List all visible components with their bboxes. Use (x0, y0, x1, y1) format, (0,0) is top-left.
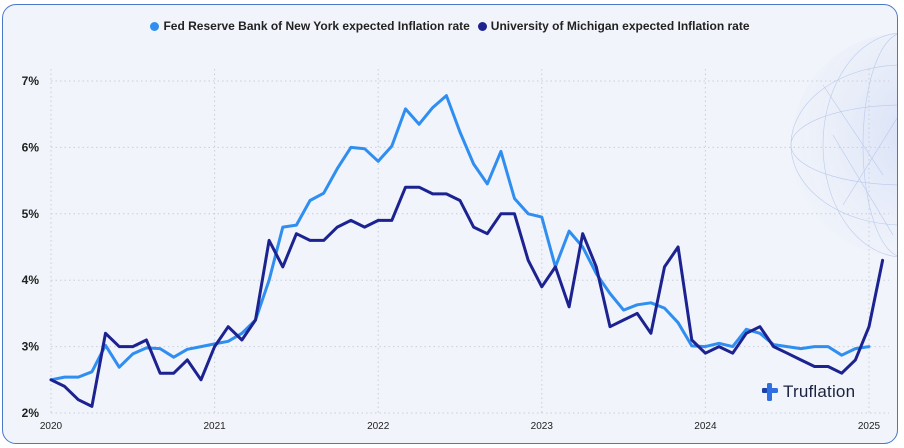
legend-marker-nyfed (150, 21, 160, 31)
truflation-logo-icon (762, 383, 778, 401)
legend-label-nyfed: Fed Reserve Bank of New York expected In… (163, 19, 470, 33)
legend-item-umich[interactable]: University of Michigan expected Inflatio… (477, 19, 750, 33)
series-line-umich[interactable] (49, 185, 885, 408)
chart-card: 2% 3% 4% 5% 6% 7% 2020 2021 2022 2023 2024 2025 Fed… (2, 4, 898, 444)
x-tick-label: 2022 (367, 421, 390, 432)
y-tick-label: 6% (22, 140, 40, 154)
x-tick-label: 2024 (694, 421, 717, 432)
x-tick-label: 2023 (531, 421, 554, 432)
x-tick-label: 2020 (40, 421, 63, 432)
y-tick-label: 5% (22, 207, 40, 221)
logo-text: Truflation (783, 382, 856, 401)
x-tick-label: 2025 (858, 421, 881, 432)
y-tick-label: 3% (22, 340, 40, 354)
series-line-nyfed[interactable] (49, 94, 871, 382)
legend-label-umich: University of Michigan expected Inflatio… (490, 19, 750, 33)
line-chart: 2% 3% 4% 5% 6% 7% 2020 2021 2022 2023 2024 2025 (22, 33, 897, 432)
y-tick-label: 2% (22, 406, 40, 420)
y-tick-label: 7% (22, 74, 40, 88)
x-tick-label: 2021 (203, 421, 226, 432)
legend: Fed Reserve Bank of New York expected In… (3, 19, 897, 33)
globe-network-icon (790, 33, 897, 257)
legend-marker-umich (477, 21, 487, 31)
truflation-logo: Truflation (761, 381, 855, 403)
y-tick-label: 4% (22, 273, 40, 287)
legend-item-nyfed[interactable]: Fed Reserve Bank of New York expected In… (150, 19, 470, 33)
